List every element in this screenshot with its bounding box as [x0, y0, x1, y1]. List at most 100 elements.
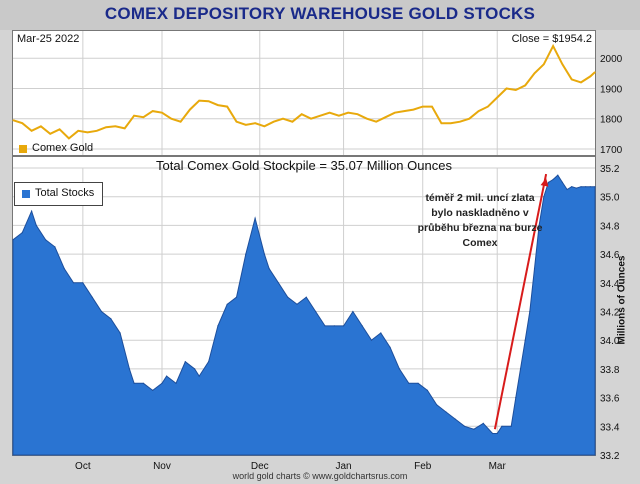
stocks-data-point	[515, 397, 517, 399]
stocks-data-point	[35, 224, 37, 226]
stocks-data-point	[566, 188, 568, 191]
stocks-data-point	[166, 375, 168, 377]
stocks-legend: Total Stocks	[14, 182, 103, 206]
x-tick-label: Nov	[153, 461, 171, 472]
stocks-data-point	[417, 382, 419, 384]
stocks-data-point	[287, 296, 289, 298]
stocks-data-point	[277, 282, 279, 284]
gold-data-point	[59, 128, 61, 130]
gold-data-point	[329, 112, 331, 114]
gold-data-point	[347, 112, 349, 114]
gold-data-point	[12, 119, 14, 121]
gold-data-point	[189, 109, 191, 111]
gold-data-point	[375, 121, 377, 123]
stocks-data-point	[585, 186, 587, 188]
stocks-data-point	[208, 361, 210, 363]
y-axis-label: Millions of Ounces	[616, 255, 628, 345]
stocks-data-point	[100, 310, 103, 313]
gold-data-point	[561, 63, 564, 65]
gold-data-point	[68, 137, 70, 139]
stocks-data-point	[161, 382, 163, 384]
gold-data-point	[496, 96, 498, 99]
x-tick-label: Jan	[336, 461, 352, 472]
stocks-data-point	[594, 186, 596, 188]
stocks-data-point	[464, 425, 466, 427]
stocks-data-point	[63, 267, 65, 270]
stocks-data-point	[571, 186, 573, 188]
stocks-data-point	[12, 239, 14, 241]
stocks-data-point	[492, 432, 494, 435]
stocks-data-point	[436, 404, 438, 406]
gold-data-point	[142, 116, 144, 118]
x-tick-label: Dec	[251, 461, 269, 472]
stocks-data-point	[305, 296, 307, 298]
stocks-data-point	[543, 196, 545, 198]
gold-data-point	[356, 113, 359, 115]
x-tick-label: Mar	[489, 461, 507, 472]
stocks-data-point	[408, 382, 410, 384]
gold-data-point	[394, 112, 396, 114]
stocks-data-point	[496, 432, 498, 435]
stocks-data-point	[589, 186, 591, 188]
gold-data-point	[515, 89, 517, 91]
gold-y-tick-label: 1800	[600, 115, 623, 126]
stocks-data-point	[370, 339, 373, 341]
gold-data-point	[403, 110, 405, 112]
annotation-arrowhead	[540, 178, 549, 187]
stocks-data-point	[184, 361, 186, 363]
stocks-data-point	[31, 210, 33, 212]
annotation-line: Comex	[462, 237, 498, 249]
stocks-data-point	[119, 332, 121, 334]
annotation-text: téměř 2 mil. uncí zlata bylo naskladněno…	[405, 191, 555, 251]
gold-data-point	[524, 84, 526, 86]
stocks-y-tick-label: 35.0	[600, 193, 620, 204]
gold-data-point	[105, 126, 107, 128]
gold-data-point	[487, 106, 489, 108]
gold-data-point	[580, 81, 582, 83]
gold-data-point	[198, 100, 200, 102]
footer-credit: world gold charts © www.goldchartsrus.co…	[232, 471, 408, 481]
stocks-data-point	[268, 267, 270, 270]
stocks-data-point	[343, 325, 345, 327]
stocks-data-point	[324, 325, 326, 327]
stocks-data-point	[175, 382, 177, 384]
stocks-y-tick-label: 33.2	[600, 451, 620, 462]
gold-data-point	[440, 122, 442, 124]
gold-legend-swatch	[19, 145, 27, 153]
gold-data-point	[77, 130, 79, 132]
gold-data-point	[170, 118, 172, 120]
stocks-data-point	[580, 186, 582, 188]
gold-legend-label: Comex Gold	[32, 142, 94, 154]
stocks-data-point	[91, 296, 93, 298]
stocks-data-point	[482, 422, 484, 424]
stocks-data-point	[398, 368, 400, 370]
gold-data-point	[301, 113, 303, 115]
title-bar: COMEX DEPOSITORY WAREHOUSE GOLD STOCKS	[0, 0, 640, 30]
gold-data-point	[21, 122, 23, 124]
stocks-data-point	[263, 253, 265, 255]
stocks-data-point	[557, 174, 559, 176]
gold-data-point	[114, 125, 116, 127]
gold-data-point	[412, 109, 414, 111]
stocks-data-point	[454, 418, 456, 420]
stocks-data-point	[110, 318, 112, 320]
gold-data-point	[422, 106, 424, 108]
gold-data-point	[366, 118, 368, 120]
gold-data-point	[543, 63, 545, 65]
stocks-data-point	[501, 425, 503, 427]
gold-data-point	[133, 115, 135, 117]
gold-data-point	[431, 106, 433, 108]
stocks-data-point	[245, 253, 247, 255]
x-tick-label: Oct	[75, 461, 91, 472]
stocks-data-point	[198, 375, 200, 377]
stocks-data-point	[72, 282, 75, 284]
stocks-data-point	[333, 325, 335, 327]
gold-data-point	[450, 122, 452, 124]
gold-data-point	[282, 118, 284, 120]
stocks-data-point	[380, 332, 382, 334]
stocks-data-point	[82, 282, 84, 284]
gold-y-tick-label: 2000	[600, 54, 623, 65]
gold-data-point	[31, 130, 33, 132]
stocks-data-point	[473, 428, 475, 430]
